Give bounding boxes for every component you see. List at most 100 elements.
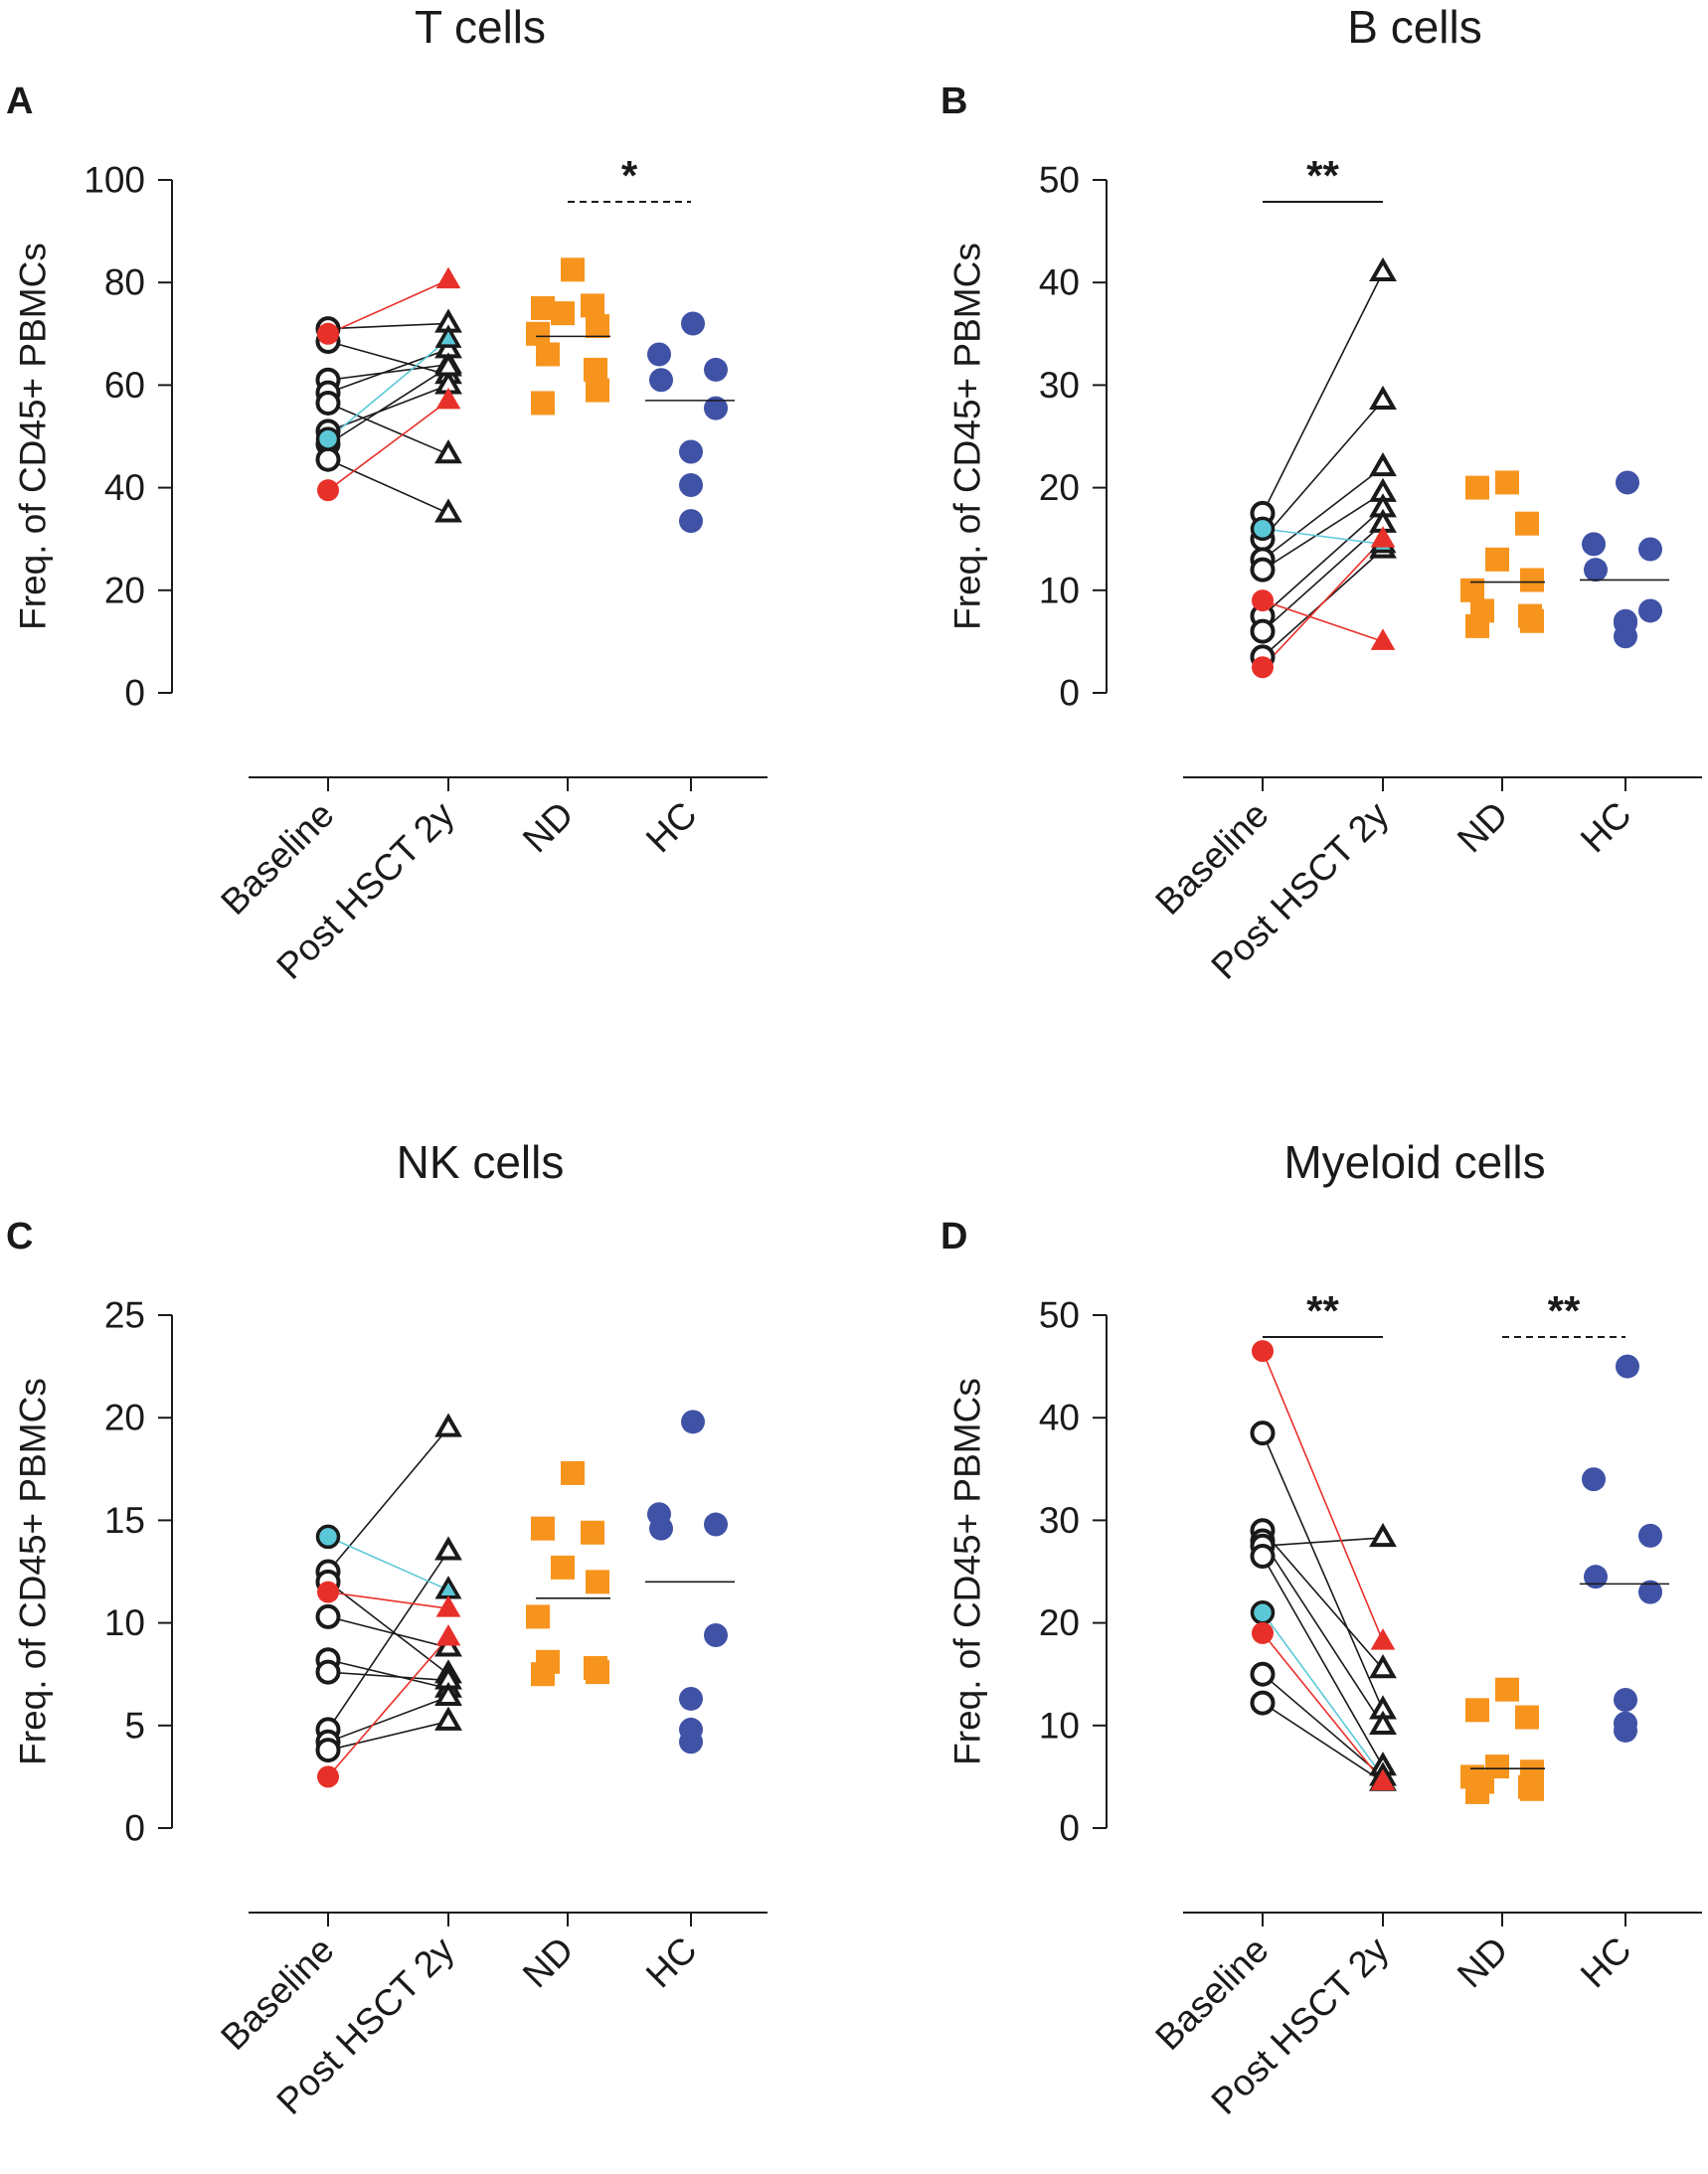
significance-label: ** (1306, 152, 1339, 199)
post-hsct-point (434, 1413, 462, 1437)
baseline-point (315, 1524, 341, 1550)
hc-point (1614, 1688, 1637, 1712)
x-tick-label: Baseline (1147, 1929, 1276, 2058)
hc-point (1614, 624, 1637, 649)
pair-line (327, 1536, 449, 1591)
pair-line (327, 1581, 449, 1675)
hc-point (1638, 537, 1662, 562)
pair-line (327, 400, 449, 491)
pair-line (327, 402, 449, 455)
chart-title: Myeloid cells (1283, 1136, 1545, 1188)
chart-title: NK cells (397, 1136, 565, 1188)
pair-line (327, 1658, 449, 1690)
hc-point (1638, 1523, 1662, 1548)
post-hsct-point (435, 266, 461, 289)
pair-line (1262, 466, 1384, 561)
panel-c: NK cells C Freq. of CD45+ PBMCs 0 5 10 15 20 25 B… (6, 1136, 768, 2122)
nd-point (1465, 1779, 1489, 1804)
post-hsct-point (1369, 385, 1397, 411)
hc-point (679, 473, 703, 498)
x-tick-label: Baseline (1147, 794, 1276, 922)
post-hsct-point (1369, 1522, 1397, 1548)
post-hsct-point (1370, 628, 1396, 650)
significance-label: ** (1306, 1287, 1339, 1334)
pair-line (327, 278, 449, 335)
x-tick-label: Baseline (213, 794, 341, 922)
nd-point (536, 342, 560, 367)
pair-line (1262, 523, 1384, 632)
baseline-point (317, 479, 339, 502)
pair-line (1262, 1611, 1384, 1777)
x-tick-label: HC (1573, 794, 1639, 861)
pair-line (1262, 1432, 1384, 1711)
y-axis-label: Freq. of CD45+ PBMCs (13, 1378, 54, 1765)
x-tick-label: ND (515, 794, 582, 861)
y-axis-label: Freq. of CD45+ PBMCs (947, 243, 988, 630)
hc-point (679, 1730, 703, 1755)
hc-point (704, 1622, 728, 1647)
nd-point (531, 1516, 555, 1541)
hc-point (1582, 532, 1606, 557)
nd-point (1465, 613, 1489, 638)
x-tick-label: HC (638, 1929, 705, 1996)
nd-point (586, 378, 609, 403)
nd-point (531, 391, 555, 416)
y-tick-label: 0 (1059, 673, 1080, 714)
y-tick-label: 0 (1059, 1808, 1080, 1849)
baseline-point (315, 1738, 341, 1763)
baseline-point (1250, 557, 1276, 583)
y-tick-label: 20 (104, 1398, 145, 1438)
y-tick-label: 5 (124, 1705, 145, 1746)
y-tick-label: 25 (104, 1295, 145, 1336)
baseline-point (1252, 589, 1274, 612)
baseline-point (1250, 618, 1276, 644)
hc-point (1614, 1718, 1637, 1743)
nd-point (551, 1555, 575, 1580)
post-hsct-point (434, 324, 462, 348)
pair-line (327, 384, 449, 432)
hc-point (647, 342, 671, 367)
baseline-point (1252, 1621, 1274, 1644)
hc-point (649, 368, 673, 393)
pair-line (1262, 1537, 1384, 1547)
baseline-point (315, 1603, 341, 1629)
nd-point (531, 1662, 555, 1687)
pair-line (327, 1720, 449, 1752)
post-hsct-point (434, 352, 462, 377)
y-tick-label: 30 (1039, 365, 1080, 406)
pair-line (1262, 507, 1384, 617)
baseline-point (1250, 1600, 1276, 1625)
baseline-point (317, 322, 339, 345)
y-tick-label: 15 (104, 1500, 145, 1541)
nd-point (1495, 1677, 1519, 1702)
nd-point (526, 1604, 550, 1629)
x-tick-label: Baseline (213, 1929, 341, 2058)
y-tick-label: 40 (104, 467, 145, 508)
hc-point (681, 1410, 705, 1434)
pair-line (327, 366, 449, 445)
significance-label: * (621, 152, 638, 199)
hc-point (679, 1686, 703, 1711)
panel-a: T cells A Freq. of CD45+ PBMCs 0 20 40 60 80 100… (6, 1, 768, 987)
x-tick-label: HC (1573, 1929, 1639, 1996)
pair-line (1262, 528, 1384, 546)
baseline-point (1250, 1690, 1276, 1716)
pair-line (1262, 1350, 1384, 1642)
post-hsct-point (435, 387, 461, 410)
hc-point (679, 509, 703, 534)
chart-title: B cells (1347, 1, 1481, 53)
post-hsct-point (1369, 451, 1397, 477)
hc-point (1638, 598, 1662, 623)
nd-point (584, 357, 607, 382)
y-tick-label: 20 (1039, 467, 1080, 508)
y-tick-label: 80 (104, 262, 145, 303)
y-tick-label: 10 (1039, 1705, 1080, 1746)
hc-point (704, 396, 728, 420)
x-tick-label: ND (515, 1929, 582, 1996)
nd-point (1465, 1698, 1489, 1723)
panel-letter: A (6, 81, 33, 122)
nd-point (581, 293, 604, 318)
pair-line (327, 1590, 449, 1609)
y-tick-label: 20 (1039, 1602, 1080, 1643)
